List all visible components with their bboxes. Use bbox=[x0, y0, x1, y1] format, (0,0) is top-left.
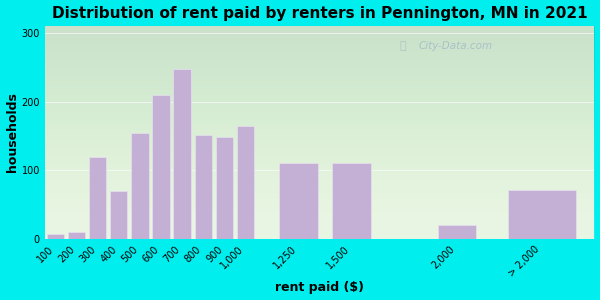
Bar bbox=[437, 225, 476, 239]
Bar bbox=[68, 232, 85, 239]
Bar bbox=[215, 137, 233, 239]
Bar bbox=[131, 133, 149, 239]
Bar bbox=[237, 126, 254, 239]
Bar bbox=[89, 157, 106, 239]
Bar bbox=[279, 164, 318, 239]
Bar bbox=[152, 95, 170, 239]
Text: City-Data.com: City-Data.com bbox=[419, 41, 493, 51]
X-axis label: rent paid ($): rent paid ($) bbox=[275, 281, 364, 294]
Bar bbox=[110, 191, 127, 239]
Bar bbox=[173, 68, 191, 239]
Title: Distribution of rent paid by renters in Pennington, MN in 2021: Distribution of rent paid by renters in … bbox=[52, 6, 587, 21]
Y-axis label: households: households bbox=[5, 93, 19, 172]
Text: ⦾: ⦾ bbox=[399, 41, 406, 51]
Bar bbox=[47, 234, 64, 239]
Bar bbox=[194, 135, 212, 239]
Bar bbox=[508, 190, 575, 239]
Bar bbox=[332, 164, 371, 239]
